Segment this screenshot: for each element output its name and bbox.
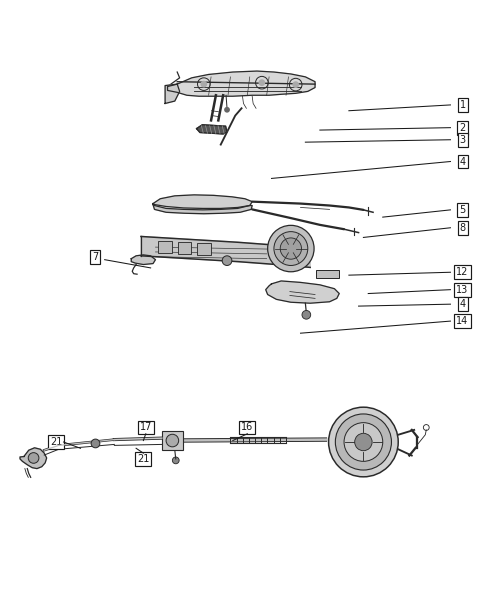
Text: 12: 12: [455, 267, 468, 277]
Circle shape: [200, 81, 207, 88]
Polygon shape: [167, 71, 315, 96]
Bar: [316, 270, 338, 277]
Circle shape: [328, 407, 397, 477]
Circle shape: [273, 231, 307, 266]
Circle shape: [166, 434, 178, 447]
Polygon shape: [131, 255, 155, 264]
Bar: [161, 431, 182, 450]
Text: 2: 2: [458, 123, 465, 133]
Circle shape: [280, 238, 301, 259]
Circle shape: [343, 423, 382, 461]
Polygon shape: [141, 236, 310, 267]
Bar: [197, 243, 210, 255]
Text: 13: 13: [455, 284, 468, 294]
Text: 1: 1: [458, 100, 465, 110]
Polygon shape: [196, 125, 227, 134]
Polygon shape: [153, 195, 252, 209]
Circle shape: [224, 107, 229, 112]
Text: 17: 17: [139, 422, 151, 432]
Circle shape: [302, 310, 310, 319]
Circle shape: [354, 434, 371, 451]
Circle shape: [334, 414, 391, 470]
Text: 5: 5: [458, 205, 465, 215]
Text: 14: 14: [455, 316, 468, 326]
Circle shape: [222, 256, 231, 266]
Text: 7: 7: [91, 252, 98, 262]
Polygon shape: [20, 448, 46, 469]
Circle shape: [292, 81, 299, 88]
Text: 16: 16: [241, 422, 253, 432]
Circle shape: [258, 80, 265, 86]
Text: 21: 21: [137, 454, 149, 464]
Circle shape: [91, 439, 100, 448]
Text: 3: 3: [458, 135, 465, 145]
Circle shape: [267, 226, 314, 272]
Bar: [177, 242, 191, 254]
Polygon shape: [153, 204, 252, 214]
Polygon shape: [265, 281, 338, 303]
Circle shape: [28, 452, 39, 464]
Circle shape: [172, 457, 179, 464]
Text: 4: 4: [458, 299, 465, 309]
Polygon shape: [165, 84, 179, 104]
Text: 4: 4: [458, 157, 465, 167]
Text: 21: 21: [50, 437, 62, 447]
Text: 8: 8: [458, 223, 465, 233]
Bar: [158, 241, 171, 253]
